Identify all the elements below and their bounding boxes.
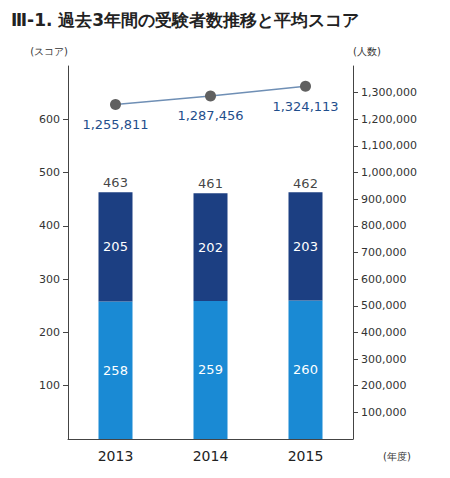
svg-text:2014: 2014 [193, 448, 229, 464]
svg-text:(スコア): (スコア) [30, 46, 68, 57]
svg-text:Ⅲ-1. 過去3年間の受験者数推移と平均スコア: Ⅲ-1. 過去3年間の受験者数推移と平均スコア [11, 10, 359, 30]
svg-text:(人数): (人数) [353, 46, 381, 57]
svg-text:259: 259 [198, 362, 223, 377]
svg-text:1,000,000: 1,000,000 [361, 166, 417, 179]
svg-text:1,324,113: 1,324,113 [272, 99, 338, 114]
svg-text:500: 500 [39, 166, 60, 179]
svg-text:600,000: 600,000 [361, 273, 407, 286]
svg-text:1,300,000: 1,300,000 [361, 86, 417, 99]
svg-text:1,200,000: 1,200,000 [361, 113, 417, 126]
svg-text:200,000: 200,000 [361, 379, 407, 392]
svg-text:1,100,000: 1,100,000 [361, 139, 417, 152]
svg-text:2015: 2015 [288, 448, 324, 464]
svg-text:600: 600 [39, 113, 60, 126]
svg-text:202: 202 [198, 240, 223, 255]
svg-text:1,255,811: 1,255,811 [82, 117, 148, 132]
svg-text:100,000: 100,000 [361, 406, 407, 419]
svg-text:463: 463 [103, 175, 128, 190]
svg-text:300: 300 [39, 273, 60, 286]
svg-text:205: 205 [103, 239, 128, 254]
svg-text:200: 200 [39, 326, 60, 339]
svg-text:700,000: 700,000 [361, 246, 407, 259]
svg-text:100: 100 [39, 379, 60, 392]
svg-text:1,287,456: 1,287,456 [177, 108, 243, 123]
svg-text:461: 461 [198, 176, 223, 191]
svg-text:260: 260 [293, 362, 318, 377]
svg-text:300,000: 300,000 [361, 353, 407, 366]
svg-text:400,000: 400,000 [361, 326, 407, 339]
svg-text:500,000: 500,000 [361, 299, 407, 312]
svg-text:258: 258 [103, 363, 128, 378]
svg-text:462: 462 [293, 176, 318, 191]
svg-text:(年度): (年度) [383, 451, 411, 462]
svg-text:400: 400 [39, 219, 60, 232]
svg-text:203: 203 [293, 239, 318, 254]
svg-text:800,000: 800,000 [361, 219, 407, 232]
svg-text:2013: 2013 [98, 448, 134, 464]
svg-text:900,000: 900,000 [361, 193, 407, 206]
